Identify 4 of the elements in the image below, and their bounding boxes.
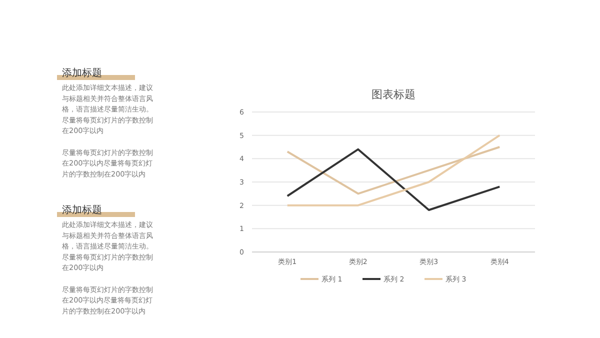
text: 添加标题 [62, 204, 102, 216]
text: 添加标题 [62, 67, 102, 79]
line-series [286, 148, 501, 211]
chart-title: 图表标题 [372, 88, 416, 101]
